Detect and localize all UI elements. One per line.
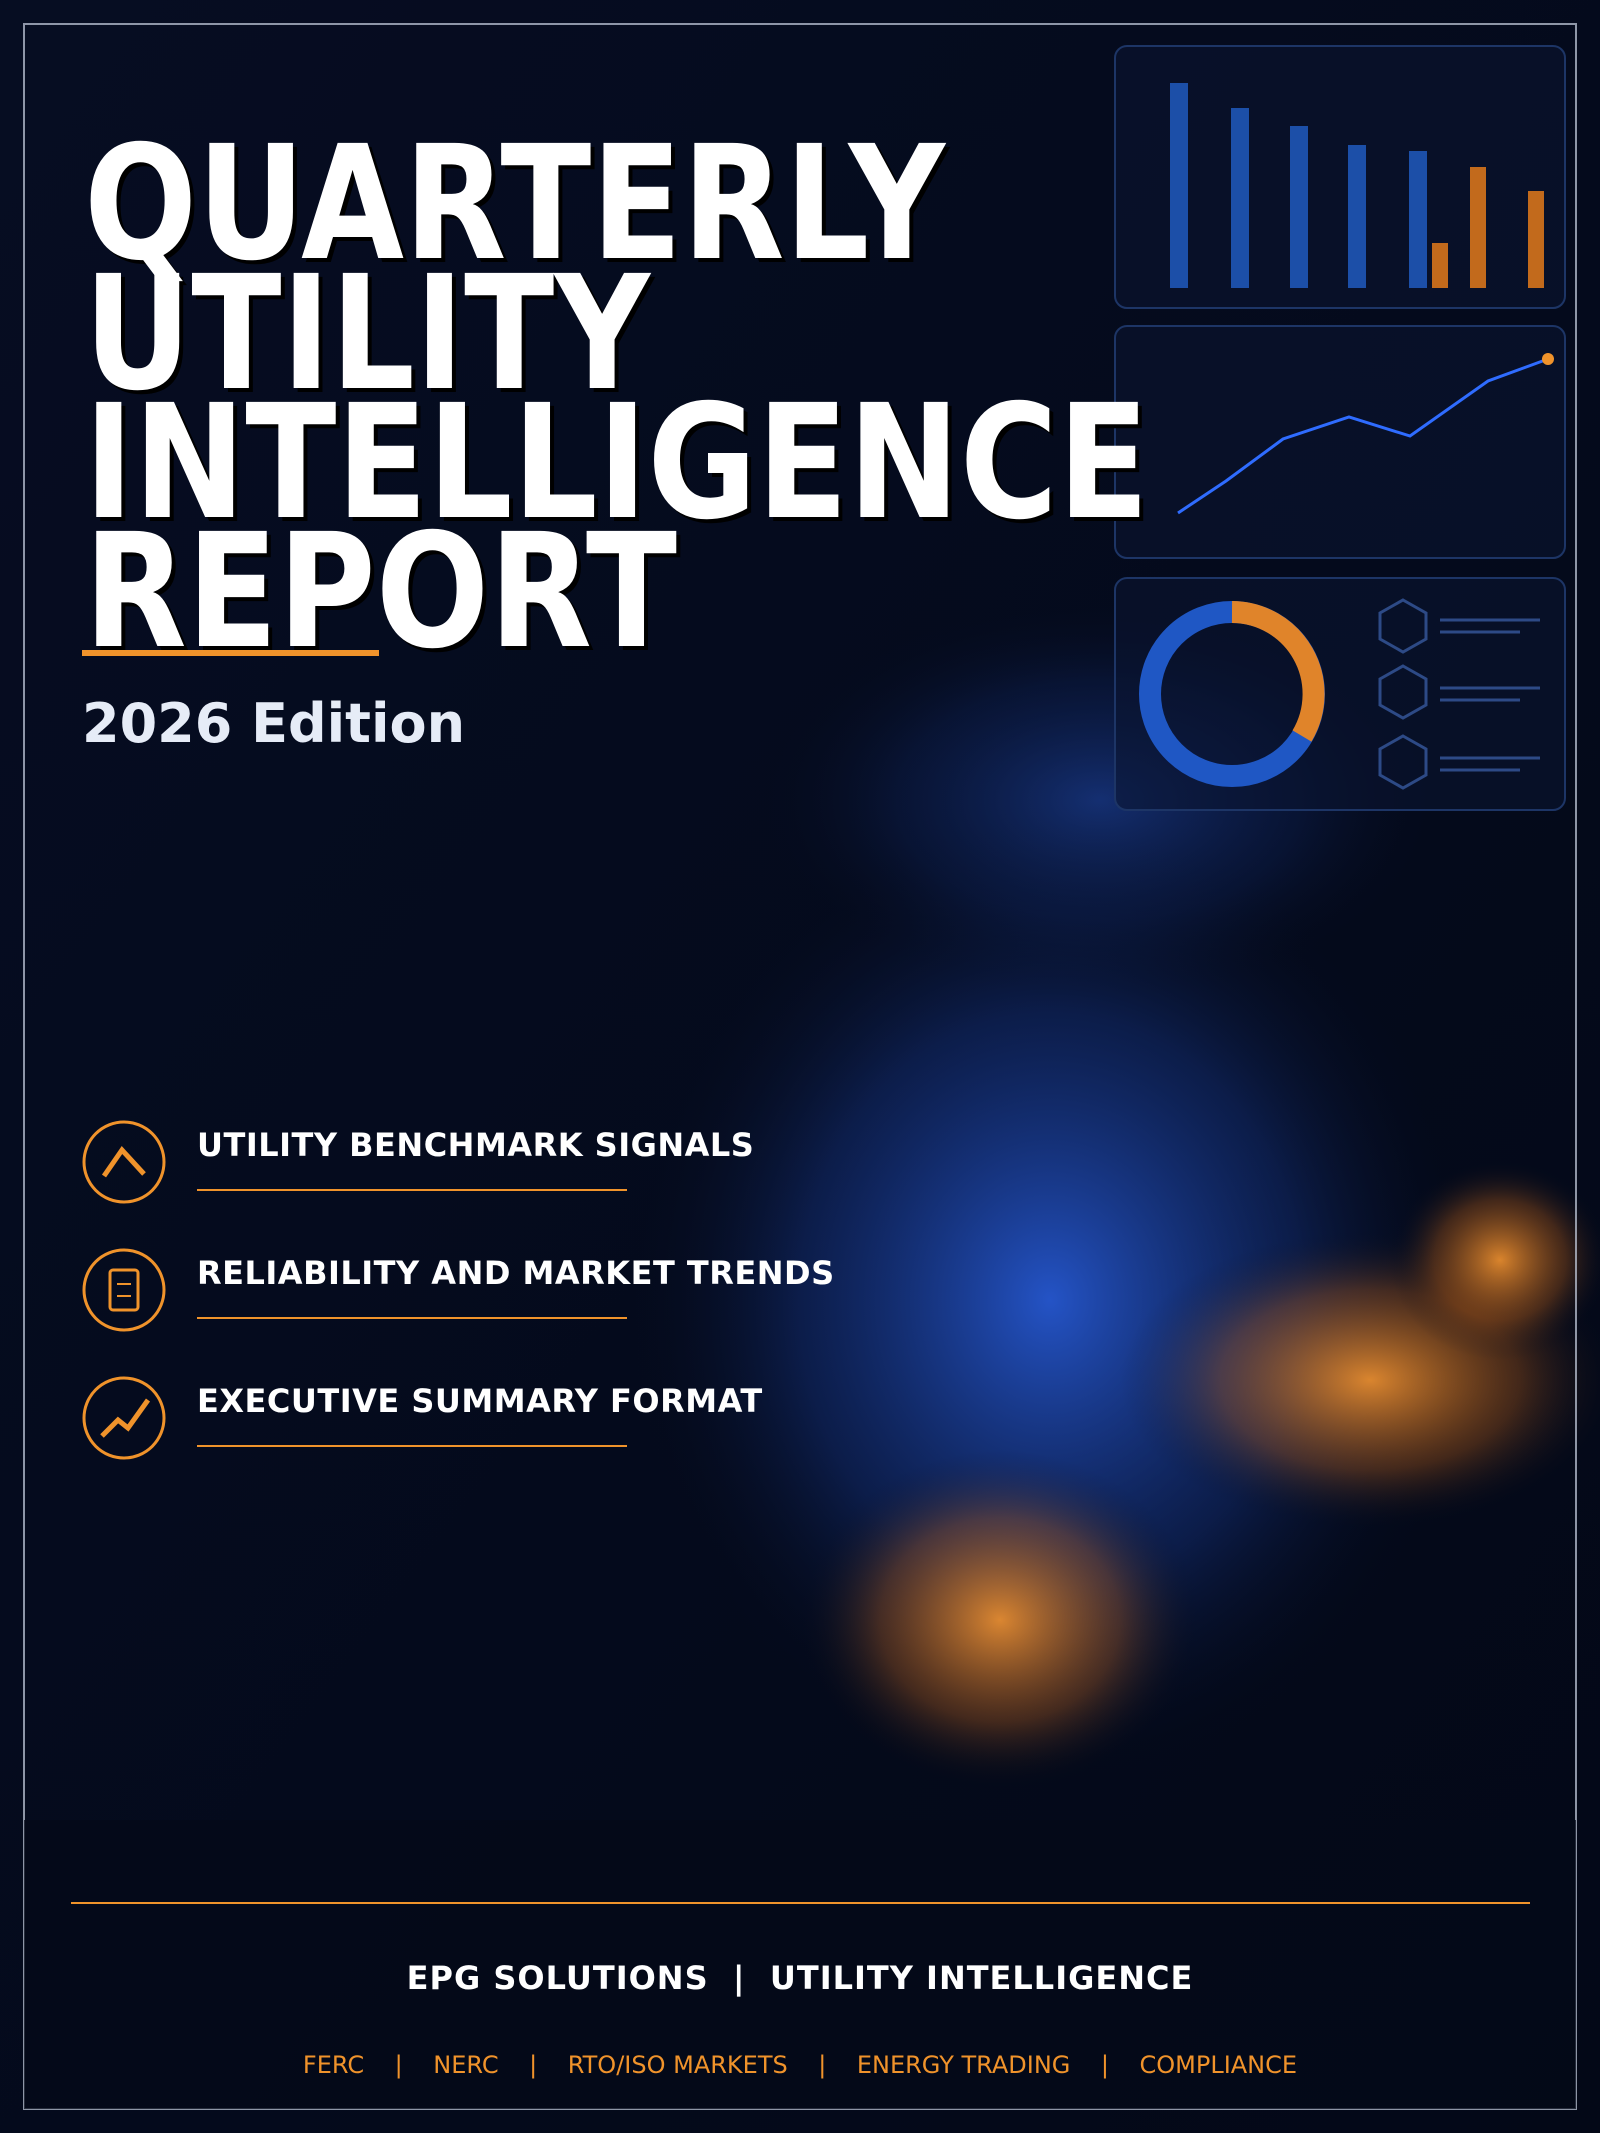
dashboard-panels: [1114, 45, 1566, 811]
feature-label: UTILITY BENCHMARK SIGNALS: [197, 1126, 754, 1164]
features: UTILITY BENCHMARK SIGNALS RELIABILITY AN…: [82, 1120, 835, 1460]
edition: 2026 Edition: [82, 692, 465, 755]
title-line: UTILITY: [84, 242, 651, 426]
feature-icon: [82, 1120, 166, 1204]
title: QUARTERLY UTILITY INTELLIGENCE REPORT: [84, 112, 1149, 684]
title-line: INTELLIGENCE: [84, 371, 1149, 555]
footer-tags: FERC | NERC | RTO/ISO MARKETS | ENERGY T…: [303, 2051, 1297, 2079]
decor-donut: [1139, 598, 1540, 790]
map-glow: [630, 600, 1600, 1790]
title-line: QUARTERLY: [84, 112, 946, 296]
title-line: REPORT: [84, 500, 677, 684]
feature-icon-glyph: [108, 1268, 140, 1312]
feature-icon: [82, 1376, 166, 1460]
title-underline: [82, 650, 379, 656]
feature-icon-glyph: [101, 1146, 146, 1178]
footer-brand: EPG SOLUTIONS | UTILITY INTELLIGENCE: [407, 1959, 1194, 1998]
decor-bars: [1170, 83, 1544, 288]
feature-icon-glyph: [100, 1398, 151, 1438]
decor-line: [1177, 353, 1554, 515]
feature-icon: [82, 1248, 166, 1332]
feature-label: RELIABILITY AND MARKET TRENDS: [197, 1254, 835, 1292]
footer-band: [24, 1820, 1576, 2109]
feature-label: EXECUTIVE SUMMARY FORMAT: [197, 1382, 763, 1420]
